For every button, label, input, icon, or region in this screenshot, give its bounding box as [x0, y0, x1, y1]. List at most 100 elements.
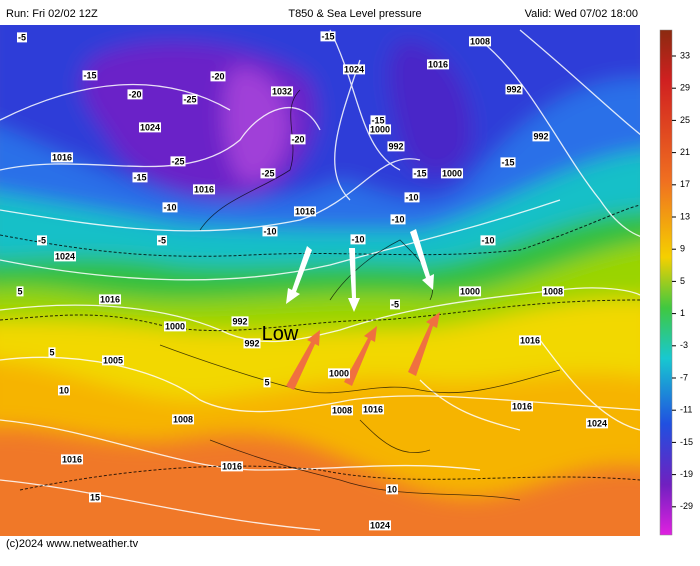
label-box [387, 141, 405, 152]
map-label: -20 [211, 71, 224, 81]
map-label: 1016 [100, 294, 120, 304]
colorbar-label: -15 [680, 437, 693, 447]
map-label: -25 [261, 168, 274, 178]
map-label: -10 [405, 192, 418, 202]
label-box [138, 122, 162, 133]
label-box [404, 192, 420, 203]
arrow [286, 330, 320, 390]
map-label: -10 [481, 235, 494, 245]
map-label: 10 [59, 385, 69, 395]
label-box [132, 172, 148, 183]
map-label: -5 [18, 32, 26, 42]
map-label: 1005 [103, 355, 123, 365]
map-label: 1016 [62, 454, 82, 464]
colorbar-label: 1 [680, 308, 685, 318]
label-box [192, 184, 216, 195]
label-box [36, 235, 48, 246]
map-label: 1024 [370, 520, 390, 530]
label-box [127, 89, 143, 100]
label-box [243, 338, 261, 349]
label-box [210, 71, 226, 82]
label-box [368, 124, 392, 135]
colorbar-label: 25 [680, 115, 690, 125]
map-label: 992 [533, 131, 548, 141]
label-box [426, 59, 450, 70]
label-box [320, 31, 336, 42]
colorbar-label: 21 [680, 147, 690, 157]
label-box [468, 36, 492, 47]
colorbar-label: 5 [680, 276, 685, 286]
colorbar-label: -19 [680, 469, 693, 479]
map-area: -5 -15 -20 -25 -20 1032 1024 -25 -15 1016 -20 -25 10… [0, 25, 640, 536]
label-box [156, 235, 168, 246]
map-label: 1016 [520, 335, 540, 345]
label-box [163, 321, 187, 332]
label-box [327, 368, 351, 379]
label-box [370, 115, 386, 126]
map-label: 5 [264, 377, 269, 387]
label-box [270, 86, 294, 97]
label-box [260, 168, 276, 179]
arrow [348, 248, 360, 312]
map-label: -25 [171, 156, 184, 166]
label-box [101, 355, 125, 366]
label-box [585, 418, 609, 429]
valid-time: Valid: Wed 07/02 18:00 [525, 8, 638, 20]
label-box [50, 152, 74, 163]
map-label: -10 [163, 202, 176, 212]
map-label: -25 [183, 94, 196, 104]
map-label: -15 [133, 172, 146, 182]
map-label: 1032 [272, 86, 292, 96]
map-label: 1008 [543, 286, 563, 296]
label-box [510, 401, 534, 412]
map-label: 992 [244, 338, 259, 348]
map-label: -15 [321, 31, 334, 41]
map-label: 1024 [344, 64, 364, 74]
label-box [88, 492, 102, 503]
map-label: 10 [387, 484, 397, 494]
map-label: 992 [506, 84, 521, 94]
map-label: -15 [371, 115, 384, 125]
label-box [368, 520, 392, 531]
map-label: 1008 [332, 405, 352, 415]
map-label: 1024 [140, 122, 160, 132]
label-box [361, 404, 385, 415]
map-label: 1000 [165, 321, 185, 331]
label-box [290, 134, 306, 145]
map-label: 5 [17, 286, 22, 296]
map-label: 5 [49, 347, 54, 357]
label-box [171, 414, 195, 425]
colorbar-label: 13 [680, 211, 690, 221]
map-label: 1008 [470, 36, 490, 46]
label-box [412, 168, 428, 179]
label-box [389, 299, 401, 310]
label-box [262, 226, 278, 237]
map-label: -10 [391, 214, 404, 224]
arrow [408, 312, 440, 376]
label-box [220, 461, 244, 472]
arrow [410, 229, 434, 290]
map-label: -5 [38, 235, 46, 245]
label-box [98, 294, 122, 305]
label-box [330, 405, 354, 416]
map-label: 15 [90, 492, 100, 502]
colorbar-label: 33 [680, 50, 690, 60]
map-label: 1016 [194, 184, 214, 194]
map-label: 1016 [363, 404, 383, 414]
label-box [532, 131, 550, 142]
label-box [385, 484, 399, 495]
map-label: 1016 [428, 59, 448, 69]
map-label: 1024 [55, 251, 75, 261]
map-label: 1016 [295, 206, 315, 216]
label-box [458, 286, 482, 297]
label-box [480, 235, 496, 246]
label-box [182, 94, 198, 105]
colorbar-label: 9 [680, 244, 685, 254]
map-label: -15 [413, 168, 426, 178]
colorbar [659, 29, 673, 536]
map-label: -20 [291, 134, 304, 144]
low-label: Low [262, 323, 299, 345]
map-label: -10 [263, 226, 276, 236]
map-label: 1016 [222, 461, 242, 471]
